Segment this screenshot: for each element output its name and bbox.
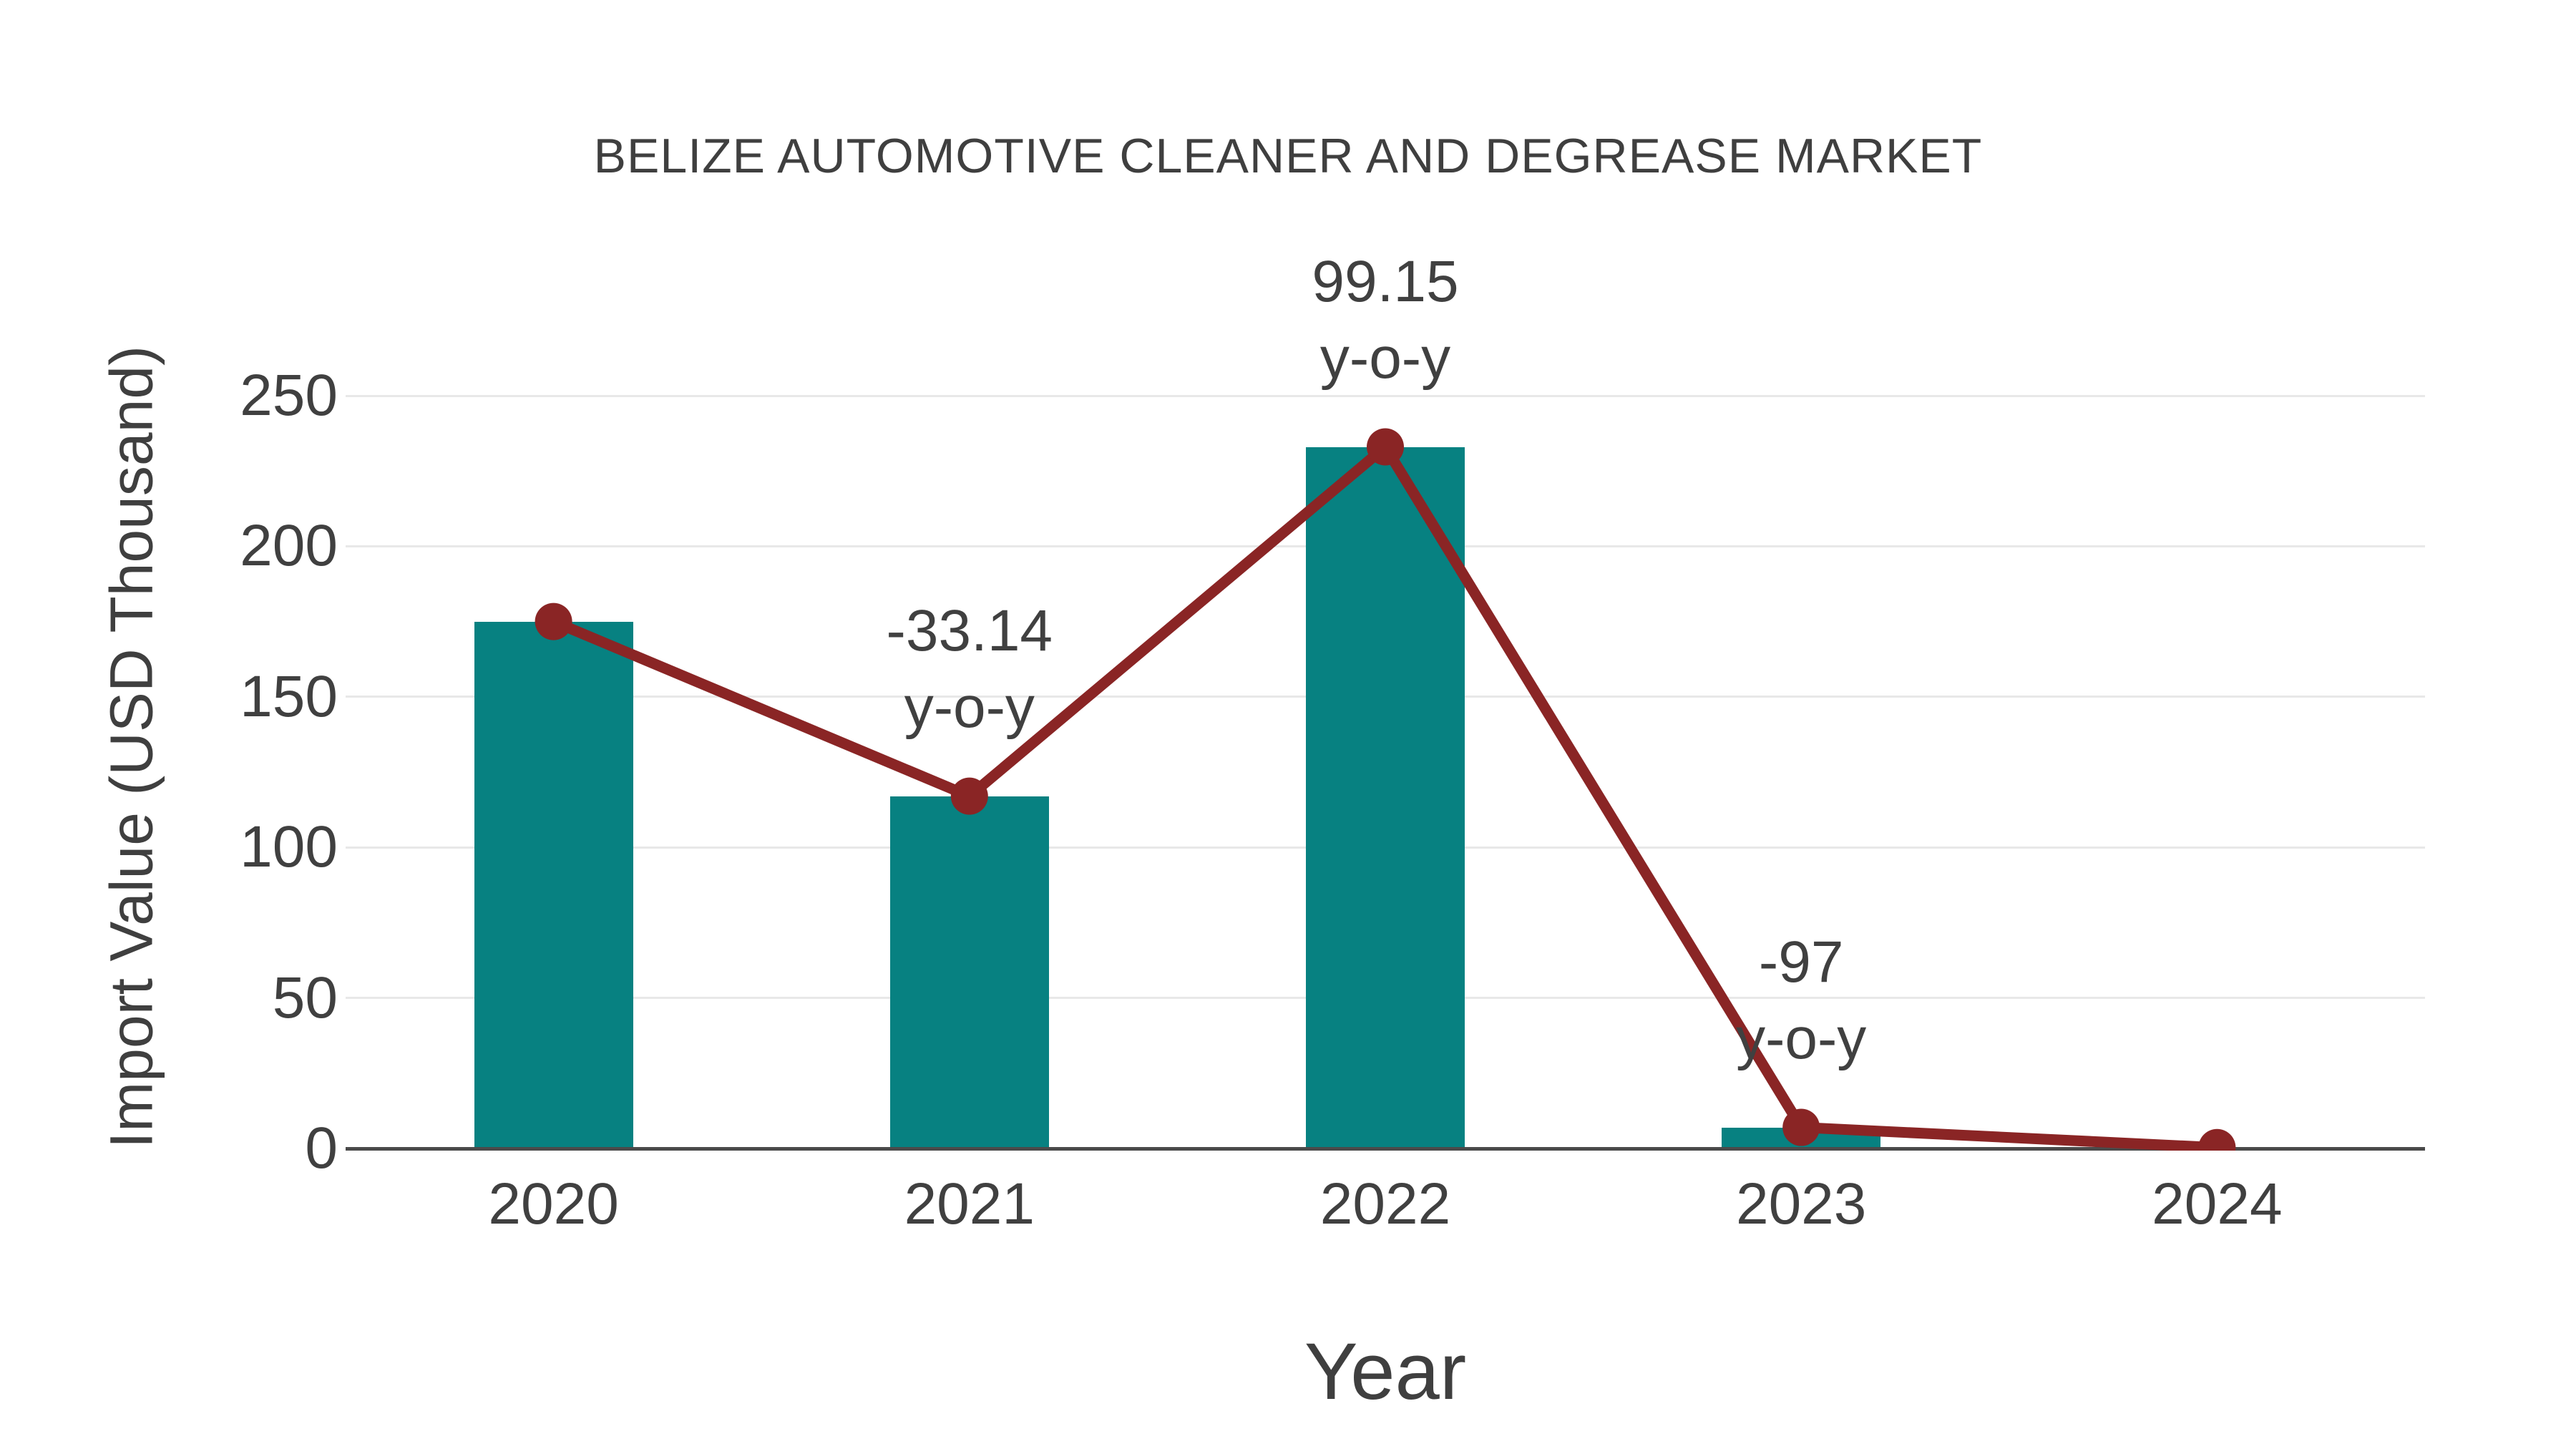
x-tick-label-2023: 2023 <box>1735 1171 1867 1236</box>
annotation-2021: -33.14 y-o-y <box>755 592 1184 746</box>
bar-2022[interactable] <box>1306 447 1465 1148</box>
bar-2020[interactable] <box>474 621 633 1148</box>
chart-title: BELIZE AUTOMOTIVE CLEANER AND DEGREASE M… <box>593 129 1983 183</box>
annotation-suffix: y-o-y <box>1736 1005 1867 1071</box>
x-tick-label-2022: 2022 <box>1319 1171 1451 1236</box>
marker-2023[interactable] <box>1782 1108 1820 1146</box>
annotation-value: -33.14 <box>886 597 1053 663</box>
x-tick-label-2020: 2020 <box>488 1171 619 1236</box>
x-axis-line <box>346 1147 2425 1151</box>
y-tick-label-250: 250 <box>240 363 338 428</box>
annotation-2023: -97 y-o-y <box>1586 924 2016 1077</box>
y-tick-label-50: 50 <box>272 965 338 1030</box>
annotation-2022: 99.15 y-o-y <box>1171 243 1600 396</box>
y-tick-label-0: 0 <box>305 1116 338 1181</box>
annotation-value: -97 <box>1758 929 1844 995</box>
y-axis-title: Import Value (USD Thousand) <box>97 345 165 1149</box>
bar-2021[interactable] <box>889 796 1049 1148</box>
x-tick-label-2021: 2021 <box>904 1171 1035 1236</box>
y-tick-label-100: 100 <box>240 814 338 880</box>
marker-2024[interactable] <box>2198 1128 2236 1151</box>
y-tick-label-200: 200 <box>240 513 338 579</box>
marker-2021[interactable] <box>950 777 988 815</box>
annotation-value: 99.15 <box>1312 248 1459 314</box>
x-tick-label-2024: 2024 <box>2152 1171 2283 1236</box>
y-tick-label-150: 150 <box>240 663 338 729</box>
x-axis-title: Year <box>1304 1327 1467 1416</box>
annotation-suffix: y-o-y <box>904 674 1035 740</box>
trend-line-layer <box>535 428 2236 1151</box>
annotation-suffix: y-o-y <box>1319 325 1451 391</box>
marker-2020[interactable] <box>535 602 572 640</box>
gridline-250 <box>346 394 2425 397</box>
marker-2022[interactable] <box>1367 428 1404 466</box>
